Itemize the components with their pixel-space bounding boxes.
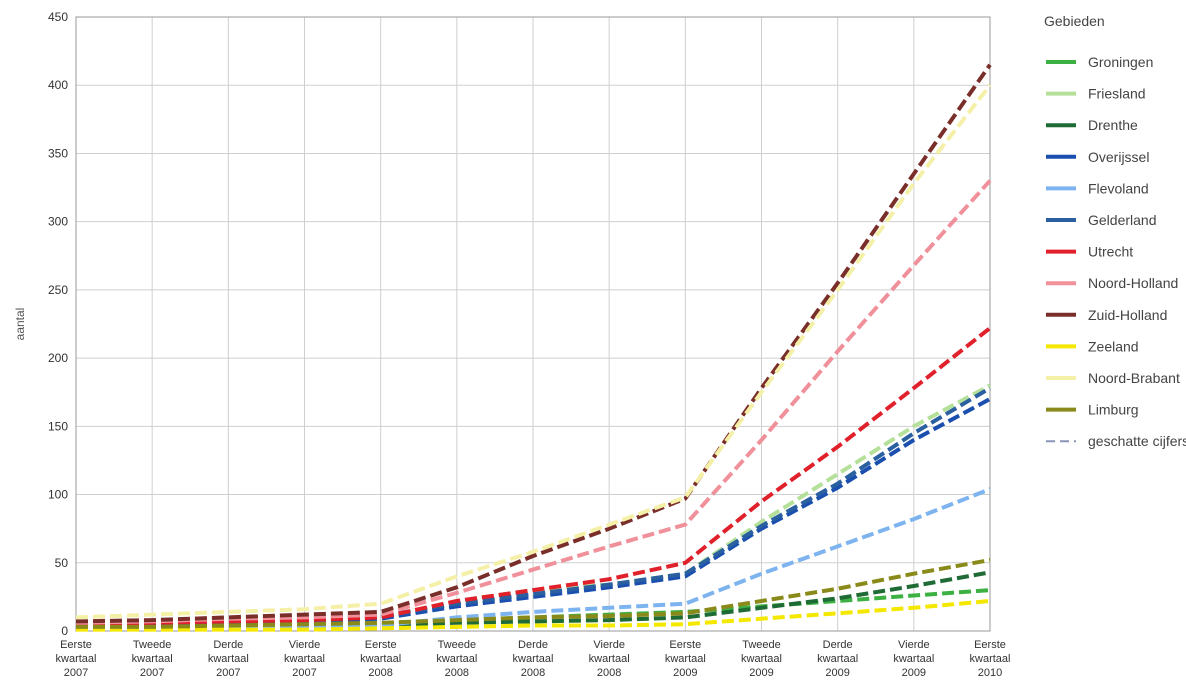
y-tick-label: 350	[48, 146, 68, 160]
y-tick-label: 200	[48, 351, 68, 365]
legend-item-label: Overijssel	[1088, 149, 1149, 165]
series-line-flevoland	[76, 487, 991, 631]
legend-item-label: Noord-Brabant	[1088, 370, 1180, 386]
x-tick-label: Eerste kwartaal 2010	[970, 639, 1011, 679]
x-tick-label: Derde kwartaal 2009	[817, 639, 858, 679]
y-tick-label: 0	[61, 624, 68, 638]
x-tick-label: Vierde kwartaal 2008	[589, 639, 630, 679]
x-tick-label: Vierde kwartaal 2007	[284, 639, 325, 679]
x-tick-label: Eerste kwartaal 2008	[360, 639, 401, 679]
y-tick-label: 150	[48, 419, 68, 433]
x-tick-label: Eerste kwartaal 2009	[665, 639, 706, 679]
y-axis-label: aantal	[13, 308, 27, 341]
x-tick-label: Tweede kwartaal 2008	[436, 639, 477, 679]
legend: Groningen Friesland Drenthe Overijssel Flevo…	[1046, 54, 1186, 449]
legend-item-label: Limburg	[1088, 402, 1139, 418]
series-line-zuid-holland	[75, 63, 992, 624]
x-tick-label: Tweede kwartaal 2007	[132, 639, 173, 679]
x-tick-label: Derde kwartaal 2007	[208, 639, 249, 679]
y-tick-label: 400	[48, 78, 68, 92]
series-line-overijssel	[75, 397, 991, 628]
x-tick-label: Derde kwartaal 2008	[513, 639, 554, 679]
series-line-noord-brabant	[75, 83, 992, 620]
legend-item-label: Zeeland	[1088, 338, 1139, 354]
legend-item-label: Groningen	[1088, 54, 1153, 70]
legend-item-label: Flevoland	[1088, 180, 1149, 196]
series-lines	[75, 63, 992, 632]
series-line-utrecht	[75, 326, 992, 627]
legend-item-label: Friesland	[1088, 86, 1146, 102]
series-line-noord-holland	[75, 179, 992, 625]
legend-item-label: Utrecht	[1088, 244, 1133, 260]
y-tick-label: 300	[48, 215, 68, 229]
legend-title: Gebieden	[1044, 13, 1105, 29]
x-tick-label: Vierde kwartaal 2009	[893, 639, 934, 679]
x-tick-label: Tweede kwartaal 2009	[741, 639, 782, 679]
y-tick-label: 450	[48, 10, 68, 24]
x-tick-label: Eerste kwartaal 2007	[56, 639, 97, 679]
legend-item-label-estimated: geschatte cijfers	[1088, 433, 1186, 449]
y-tick-label: 250	[48, 283, 68, 297]
legend-item-label: Noord-Holland	[1088, 275, 1178, 291]
plot-frame	[75, 16, 991, 632]
axes: 0 50 100 150 200 250 300 350 400 450 Eerste kwartaa…	[48, 10, 1011, 679]
y-tick-label: 50	[55, 556, 69, 570]
legend-item-label: Zuid-Holland	[1088, 307, 1167, 323]
series-line-gelderland	[75, 386, 992, 625]
legend-item-label: Drenthe	[1088, 117, 1138, 133]
y-tick-label: 100	[48, 488, 68, 502]
legend-item-label: Gelderland	[1088, 212, 1157, 228]
